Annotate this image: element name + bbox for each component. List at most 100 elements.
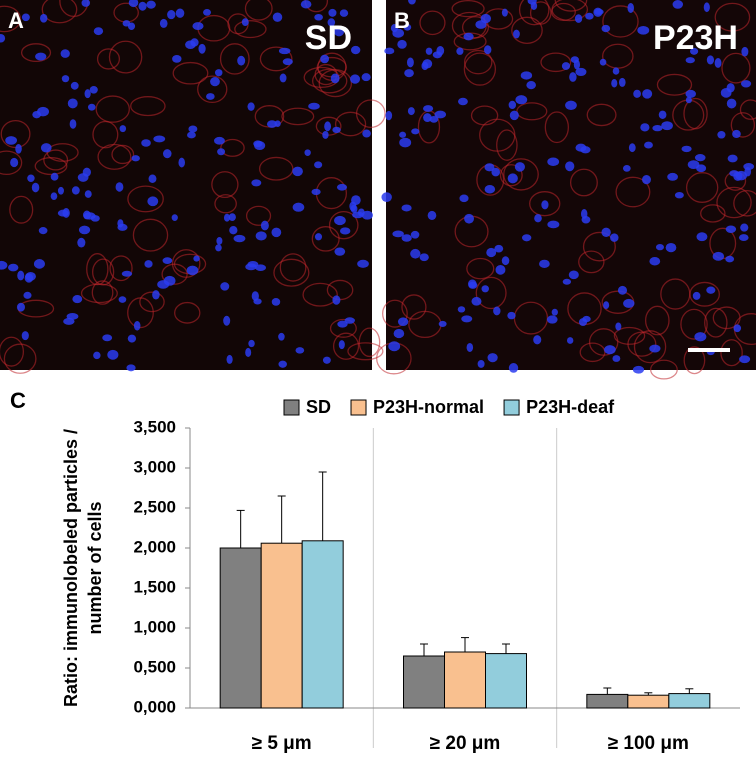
nucleus — [334, 27, 344, 37]
nucleus — [40, 143, 52, 153]
error-bar — [644, 692, 653, 696]
nucleus — [311, 188, 321, 196]
cell-outline — [569, 168, 598, 197]
nucleus — [228, 213, 236, 221]
nucleus — [300, 0, 312, 9]
nucleus — [117, 223, 128, 231]
cell-outline — [554, 0, 588, 12]
nucleus — [456, 47, 464, 55]
nucleus — [40, 13, 48, 23]
nucleus — [703, 2, 710, 13]
nucleus — [612, 355, 621, 362]
nucleus — [93, 27, 104, 36]
nucleus — [521, 234, 532, 242]
nucleus — [581, 216, 591, 224]
cell-outline — [382, 299, 408, 328]
nucleus — [223, 213, 231, 222]
cell-outline — [174, 301, 201, 324]
panel-label: A — [8, 8, 24, 33]
nucleus — [655, 243, 664, 251]
nucleus — [493, 306, 501, 316]
nucleus — [459, 194, 469, 203]
nucleus — [696, 164, 707, 173]
nucleus — [81, 0, 91, 7]
nucleus — [580, 146, 591, 154]
nucleus — [501, 256, 510, 266]
cell-outline — [3, 343, 37, 374]
x-tick-label: ≥ 100 μm — [608, 733, 689, 754]
error-bar — [603, 687, 612, 695]
cell-outline — [656, 73, 693, 96]
nucleus — [436, 46, 445, 56]
cell-outline — [244, 0, 273, 21]
nucleus — [69, 119, 77, 129]
nucleus — [617, 285, 628, 295]
legend-label: P23H-deaf — [526, 397, 615, 417]
nucleus — [314, 13, 323, 21]
micrograph — [0, 0, 372, 370]
cell-outline — [602, 5, 639, 38]
error-bar — [318, 471, 327, 541]
nucleus — [248, 339, 255, 348]
nucleus — [157, 280, 170, 289]
cell-outline — [279, 253, 307, 282]
nucleus — [739, 355, 751, 364]
bar — [301, 540, 344, 709]
cell-outline — [518, 0, 550, 26]
nucleus — [726, 98, 737, 109]
error-bar — [420, 643, 428, 656]
nucleus — [706, 286, 716, 294]
nucleus — [21, 13, 30, 22]
nucleus — [292, 202, 305, 212]
nucleus — [427, 210, 437, 220]
nucleus — [175, 8, 185, 18]
cell-outline — [273, 258, 310, 287]
nucleus — [381, 192, 392, 203]
nucleus — [339, 9, 349, 17]
nucleus — [223, 315, 231, 326]
nucleus — [82, 210, 91, 220]
nucleus — [115, 182, 124, 192]
nucleus — [480, 13, 491, 24]
cell-outline — [714, 2, 751, 32]
image-label: SD — [305, 19, 352, 57]
nucleus — [599, 58, 607, 66]
nucleus — [61, 75, 70, 83]
nucleus — [332, 126, 341, 134]
cell-outline — [685, 172, 719, 203]
nucleus — [397, 317, 409, 326]
cell-outline — [650, 359, 678, 380]
nucleus — [229, 225, 238, 235]
nucleus — [50, 192, 58, 201]
y-tick-label: 0,000 — [133, 697, 176, 716]
nucleus — [612, 67, 620, 75]
nucleus — [192, 22, 204, 31]
nucleus — [690, 47, 699, 55]
nucleus — [278, 360, 287, 368]
bar — [485, 653, 527, 709]
cell-outline — [281, 107, 315, 126]
nucleus — [186, 265, 199, 276]
nucleus — [327, 18, 336, 27]
nucleus — [133, 321, 141, 331]
cell-outline — [730, 112, 756, 138]
bar — [586, 693, 629, 709]
nucleus — [187, 131, 196, 139]
cell-outline — [109, 255, 133, 282]
nucleus — [334, 247, 346, 256]
cell-outline — [644, 305, 670, 336]
nucleus — [632, 365, 645, 374]
nucleus — [253, 298, 262, 305]
cell-outline — [551, 0, 589, 22]
nucleus — [463, 32, 474, 41]
nucleus — [642, 89, 653, 99]
nucleus — [255, 264, 267, 271]
nucleus — [541, 200, 549, 210]
nucleus — [530, 1, 538, 10]
nucleus — [628, 143, 636, 153]
nucleus — [425, 47, 433, 55]
nucleus — [206, 93, 215, 100]
nucleus — [618, 77, 626, 87]
cell-outline — [720, 339, 743, 367]
nucleus — [67, 98, 78, 109]
